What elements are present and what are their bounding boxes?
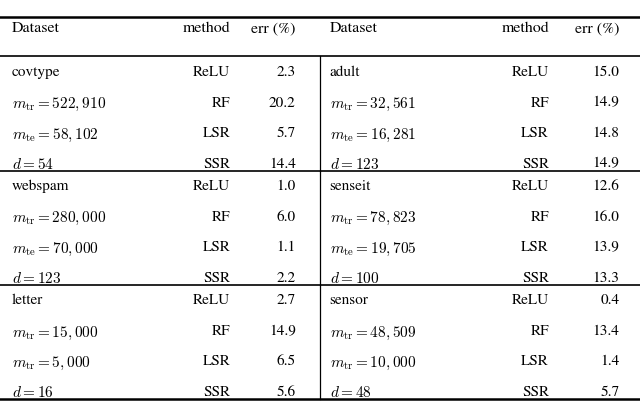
Text: $d = 123$: $d = 123$ — [330, 157, 379, 172]
Text: $m_{\mathrm{te}} = 16,281$: $m_{\mathrm{te}} = 16,281$ — [330, 127, 416, 144]
Text: SSR: SSR — [204, 385, 230, 399]
Text: 6.0: 6.0 — [276, 210, 296, 224]
Text: SSR: SSR — [204, 157, 230, 171]
Text: Dataset: Dataset — [12, 22, 60, 35]
Text: adult: adult — [330, 66, 360, 79]
Text: 14.9: 14.9 — [593, 157, 620, 171]
Text: ReLU: ReLU — [193, 294, 230, 307]
Text: ReLU: ReLU — [512, 180, 549, 193]
Text: $d = 100$: $d = 100$ — [330, 271, 379, 286]
Text: $m_{\mathrm{tr}} = 522,910$: $m_{\mathrm{tr}} = 522,910$ — [12, 96, 106, 113]
Text: covtype: covtype — [12, 66, 60, 79]
Text: $d = 16$: $d = 16$ — [12, 385, 53, 400]
Text: $m_{\mathrm{tr}} = 10,000$: $m_{\mathrm{tr}} = 10,000$ — [330, 355, 416, 372]
Text: ReLU: ReLU — [512, 66, 549, 79]
Text: 14.9: 14.9 — [593, 96, 620, 110]
Text: SSR: SSR — [522, 157, 549, 171]
Text: LSR: LSR — [521, 241, 549, 254]
Text: 14.4: 14.4 — [269, 157, 296, 171]
Text: RF: RF — [531, 96, 549, 110]
Text: 13.3: 13.3 — [593, 271, 620, 285]
Text: method: method — [183, 22, 230, 35]
Text: $m_{\mathrm{tr}} = 78,823$: $m_{\mathrm{tr}} = 78,823$ — [330, 210, 416, 227]
Text: $d = 123$: $d = 123$ — [12, 271, 61, 286]
Text: LSR: LSR — [202, 127, 230, 140]
Text: err (%): err (%) — [251, 22, 296, 35]
Text: method: method — [502, 22, 549, 35]
Text: 1.4: 1.4 — [600, 355, 620, 368]
Text: $m_{\mathrm{tr}} = 15,000$: $m_{\mathrm{tr}} = 15,000$ — [12, 324, 98, 342]
Text: $m_{\mathrm{tr}} = 280,000$: $m_{\mathrm{tr}} = 280,000$ — [12, 210, 106, 227]
Text: $m_{\mathrm{tr}} = 5,000$: $m_{\mathrm{tr}} = 5,000$ — [12, 355, 90, 372]
Text: err (%): err (%) — [575, 22, 620, 35]
Text: ReLU: ReLU — [512, 294, 549, 307]
Text: RF: RF — [212, 324, 230, 338]
Text: 5.6: 5.6 — [276, 385, 296, 399]
Text: 13.4: 13.4 — [593, 324, 620, 338]
Text: $d = 54$: $d = 54$ — [12, 157, 54, 172]
Text: SSR: SSR — [204, 271, 230, 285]
Text: ReLU: ReLU — [193, 180, 230, 193]
Text: senseit: senseit — [330, 180, 371, 193]
Text: 5.7: 5.7 — [600, 385, 620, 399]
Text: 2.7: 2.7 — [276, 294, 296, 307]
Text: sensor: sensor — [330, 294, 369, 307]
Text: SSR: SSR — [522, 271, 549, 285]
Text: $d = 48$: $d = 48$ — [330, 385, 371, 400]
Text: webspam: webspam — [12, 180, 69, 193]
Text: 0.4: 0.4 — [600, 294, 620, 307]
Text: 20.2: 20.2 — [269, 96, 296, 110]
Text: RF: RF — [212, 96, 230, 110]
Text: 2.3: 2.3 — [276, 66, 296, 79]
Text: 5.7: 5.7 — [276, 127, 296, 140]
Text: SSR: SSR — [522, 385, 549, 399]
Text: ReLU: ReLU — [193, 66, 230, 79]
Text: 15.0: 15.0 — [593, 66, 620, 79]
Text: 13.9: 13.9 — [593, 241, 620, 254]
Text: LSR: LSR — [521, 355, 549, 368]
Text: 14.9: 14.9 — [269, 324, 296, 338]
Text: 16.0: 16.0 — [593, 210, 620, 224]
Text: 14.8: 14.8 — [593, 127, 620, 140]
Text: 2.2: 2.2 — [276, 271, 296, 285]
Text: RF: RF — [531, 210, 549, 224]
Text: 6.5: 6.5 — [276, 355, 296, 368]
Text: LSR: LSR — [202, 355, 230, 368]
Text: 1.0: 1.0 — [276, 180, 296, 193]
Text: $m_{\mathrm{te}} = 19,705$: $m_{\mathrm{te}} = 19,705$ — [330, 241, 417, 258]
Text: LSR: LSR — [202, 241, 230, 254]
Text: LSR: LSR — [521, 127, 549, 140]
Text: Dataset: Dataset — [330, 22, 378, 35]
Text: 12.6: 12.6 — [593, 180, 620, 193]
Text: 1.1: 1.1 — [276, 241, 296, 254]
Text: $m_{\mathrm{te}} = 58,102$: $m_{\mathrm{te}} = 58,102$ — [12, 127, 99, 144]
Text: $m_{\mathrm{te}} = 70,000$: $m_{\mathrm{te}} = 70,000$ — [12, 241, 99, 258]
Text: RF: RF — [531, 324, 549, 338]
Text: RF: RF — [212, 210, 230, 224]
Text: $m_{\mathrm{tr}} = 48,509$: $m_{\mathrm{tr}} = 48,509$ — [330, 324, 416, 342]
Text: letter: letter — [12, 294, 43, 307]
Text: $m_{\mathrm{tr}} = 32,561$: $m_{\mathrm{tr}} = 32,561$ — [330, 96, 415, 113]
